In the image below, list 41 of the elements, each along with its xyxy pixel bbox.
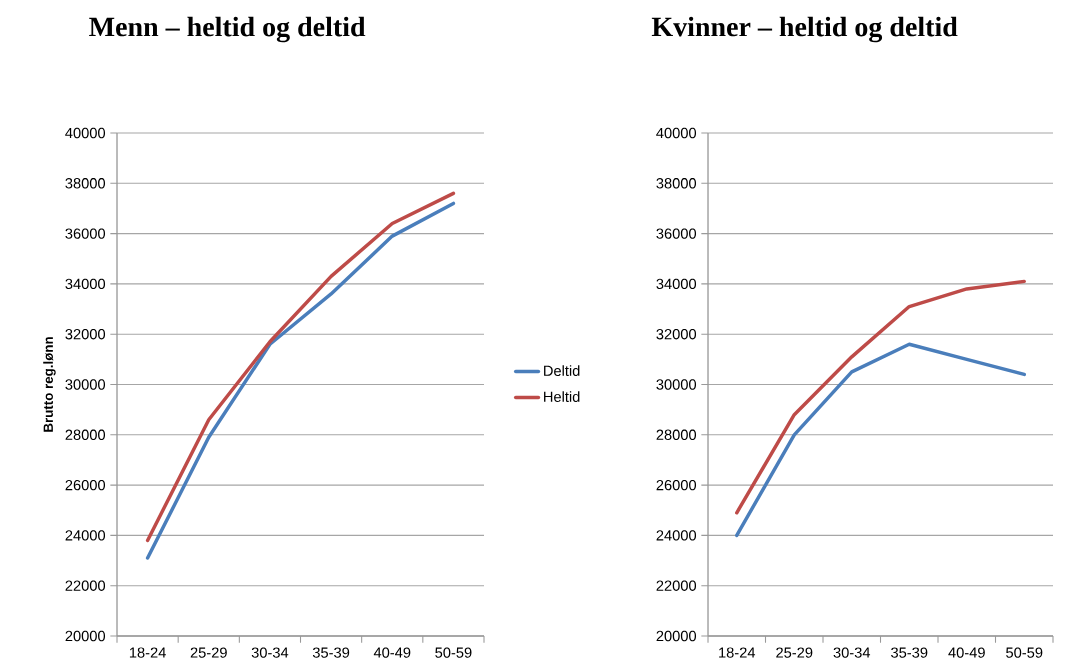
chart-title: Kvinner – heltid og deltid [651,16,958,43]
x-tick-label: 25-29 [190,647,227,658]
y-tick-label: 32000 [656,329,697,340]
x-tick-label: 35-39 [312,647,350,658]
x-tick-label: 18-24 [129,647,166,658]
x-tick-label: 30-34 [251,647,289,658]
x-tick-label: 50-59 [1006,647,1043,658]
y-tick-label: 26000 [65,479,106,491]
y-tick-label: 24000 [65,530,106,541]
y-tick-label: 20000 [656,630,697,642]
y-tick-label: 32000 [65,329,106,340]
legend-label: Deltid [544,365,580,376]
x-tick-label: 50-59 [435,647,472,658]
y-tick-label: 34000 [65,278,106,290]
x-tick-label: 18-24 [719,647,756,658]
x-tick-label: 40-49 [373,647,411,658]
x-tick-label: 25-29 [776,647,813,658]
y-tick-label: 22000 [65,580,106,591]
y-tick-label: 30000 [656,379,697,390]
y-tick-label: 28000 [656,429,697,440]
legend-label: Heltid [544,391,580,402]
y-tick-label: 30000 [65,379,106,390]
y-tick-label: 40000 [656,127,697,139]
chart-title: Menn – heltid og deltid [89,16,366,43]
y-tick-label: 38000 [65,178,106,189]
y-axis-title: Brutto reg.lønn [43,337,56,432]
y-tick-label: 36000 [656,228,697,239]
y-tick-label: 36000 [65,228,106,239]
x-tick-label: 40-49 [948,647,985,658]
y-tick-label: 22000 [656,580,697,591]
y-tick-label: 40000 [65,127,106,139]
y-tick-label: 24000 [656,530,697,541]
y-tick-label: 38000 [656,178,697,189]
y-tick-label: 34000 [656,278,697,290]
y-tick-label: 26000 [656,479,697,491]
x-tick-label: 30-34 [833,647,871,658]
line-series [735,279,1026,515]
line-series [735,342,1026,538]
y-tick-label: 20000 [65,630,106,642]
y-tick-label: 28000 [65,429,106,440]
x-tick-label: 35-39 [891,647,928,658]
